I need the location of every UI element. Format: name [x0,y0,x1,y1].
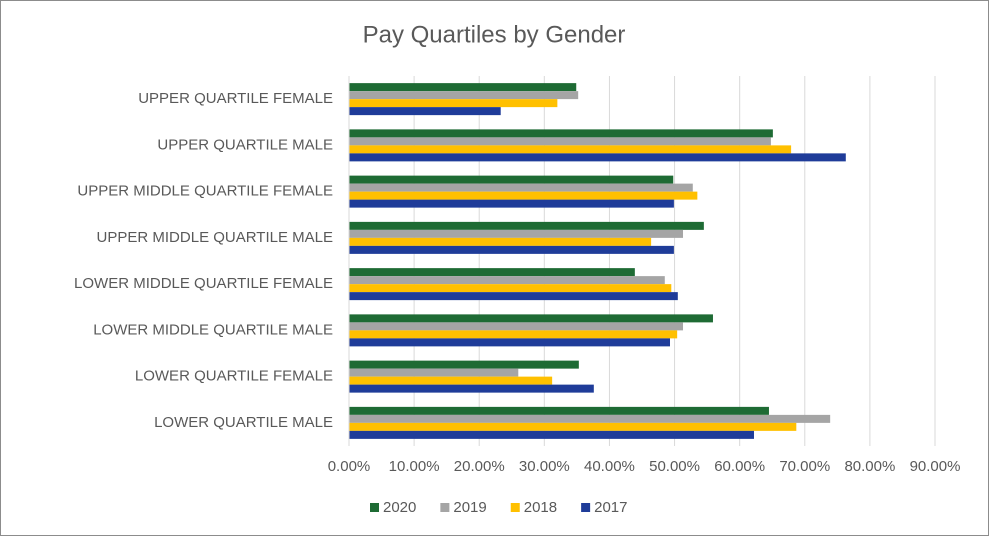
legend-swatch [510,503,520,512]
bar [349,191,698,200]
bar [349,99,558,108]
bar [349,422,797,431]
legend-swatch [370,503,379,512]
bar [349,430,754,439]
bar [349,145,792,154]
bar [349,384,594,393]
bar [349,368,519,377]
y-tick-label: UPPER QUARTILE MALE [157,136,333,153]
bar [349,199,674,208]
y-tick-label: UPPER MIDDLE QUARTILE MALE [97,229,333,246]
bar [349,268,635,277]
bar [349,376,553,385]
bar [349,91,579,100]
legend-label: 2018 [524,499,557,516]
x-tick-label: 30.00% [519,458,570,475]
bar [349,137,771,146]
bar [349,330,678,339]
y-tick-label: UPPER MIDDLE QUARTILE FEMALE [77,183,333,200]
x-tick-label: 60.00% [714,458,765,475]
legend-label: 2020 [383,499,416,516]
bar [349,153,846,162]
bar [349,276,665,285]
x-tick-label: 20.00% [454,458,505,475]
bar [349,237,652,246]
x-tick-label: 80.00% [844,458,895,475]
legend-swatch [581,503,591,512]
bar [349,338,670,347]
y-tick-label: LOWER MIDDLE QUARTILE MALE [93,321,333,338]
bar [349,284,672,293]
x-tick-label: 0.00% [328,458,371,475]
chart-title: Pay Quartiles by Gender [363,21,626,48]
legend-swatch [440,503,450,512]
bar [349,175,674,184]
bar [349,406,769,415]
bar [349,314,713,323]
legend-label: 2017 [594,499,627,516]
y-tick-label: LOWER QUARTILE FEMALE [135,368,333,385]
bar [349,245,674,254]
y-tick-label: UPPER QUARTILE FEMALE [138,90,333,107]
x-tick-label: 40.00% [584,458,635,475]
x-tick-label: 10.00% [389,458,440,475]
bar [349,229,684,238]
x-tick-label: 50.00% [649,458,700,475]
y-tick-label: LOWER MIDDLE QUARTILE FEMALE [74,275,333,292]
y-tick-label: LOWER QUARTILE MALE [154,414,333,431]
bar [349,322,684,331]
bar [349,107,501,116]
bar [349,221,704,230]
bar [349,414,831,423]
x-tick-label: 70.00% [779,458,830,475]
bar [349,183,693,192]
bar [349,292,678,301]
bar [349,129,773,138]
bar [349,83,577,92]
legend-label: 2019 [453,499,486,516]
bar [349,360,579,369]
x-tick-label: 90.00% [910,458,961,475]
